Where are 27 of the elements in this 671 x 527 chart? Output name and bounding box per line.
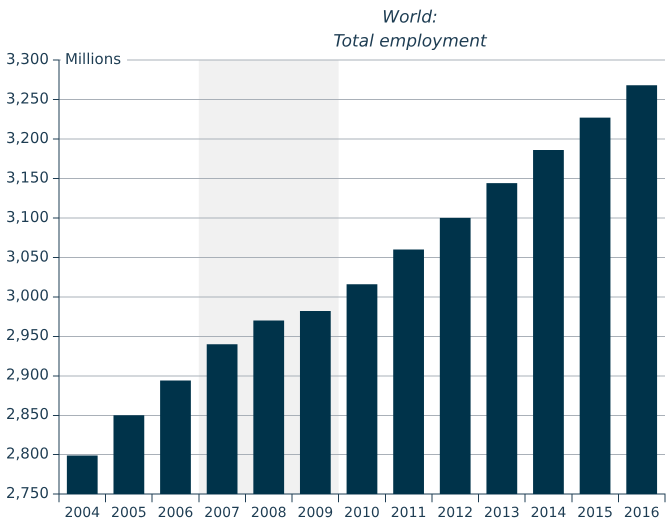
- x-tick-label: 2013: [484, 505, 520, 522]
- x-tick-label: 2015: [577, 505, 613, 522]
- y-tick-label: 2,800: [6, 444, 49, 463]
- chart-title: World: Total employment: [333, 7, 488, 52]
- y-tick-label: 3,050: [6, 247, 49, 266]
- y-tick-label: 2,900: [6, 366, 49, 384]
- y-tick-label: 3,100: [6, 208, 49, 226]
- x-tick-label: 2004: [64, 505, 100, 522]
- x-tick-label: 2009: [298, 505, 334, 522]
- x-tick-label: 2008: [250, 505, 287, 522]
- y-tick-label: 2,950: [6, 326, 49, 344]
- y-axis-title: Millions: [64, 50, 122, 68]
- y-tick-label: 3,150: [6, 168, 49, 186]
- x-tick-label: 2012: [437, 505, 474, 522]
- x-tick-label: 2014: [530, 505, 566, 522]
- y-tick-label: 2,750: [6, 484, 49, 502]
- y-tick-label: 3,250: [6, 89, 49, 108]
- x-tick-label: 2016: [624, 505, 660, 522]
- x-tick-label: 2006: [158, 505, 194, 522]
- x-tick-label: 2011: [390, 505, 426, 522]
- x-tick-label: 2010: [344, 505, 380, 522]
- x-tick-label: 2005: [111, 505, 147, 522]
- y-tick-label: 3,300: [6, 50, 49, 68]
- y-tick-label: 3,200: [6, 128, 49, 147]
- y-tick-label: 2,850: [6, 405, 49, 424]
- y-tick-label: 3,000: [6, 286, 49, 305]
- x-tick-label: 2007: [204, 505, 240, 522]
